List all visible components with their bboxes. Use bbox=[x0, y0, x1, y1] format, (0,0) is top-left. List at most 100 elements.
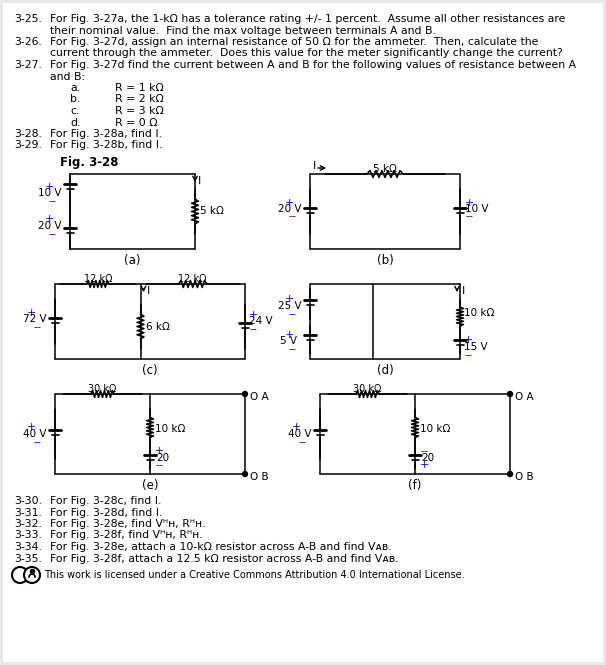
Text: +: + bbox=[27, 307, 36, 317]
Text: For Fig. 3-27d, assign an internal resistance of 50 Ω for the ammeter.  Then, ca: For Fig. 3-27d, assign an internal resis… bbox=[50, 37, 538, 47]
Text: 20: 20 bbox=[421, 453, 434, 463]
Text: --: -- bbox=[288, 344, 296, 354]
Text: 3-31.: 3-31. bbox=[14, 507, 42, 517]
Text: +: + bbox=[465, 198, 474, 207]
Circle shape bbox=[24, 567, 40, 583]
Text: (f): (f) bbox=[408, 479, 422, 492]
Text: 6 kΩ: 6 kΩ bbox=[145, 321, 169, 331]
Text: 12 kΩ: 12 kΩ bbox=[84, 274, 112, 284]
Text: --: -- bbox=[288, 309, 296, 319]
Text: O B: O B bbox=[515, 472, 534, 482]
Text: 30 kΩ: 30 kΩ bbox=[353, 384, 382, 394]
Text: --: -- bbox=[48, 196, 56, 206]
Text: +: + bbox=[285, 294, 295, 304]
Circle shape bbox=[507, 392, 513, 396]
Text: 3-25.: 3-25. bbox=[14, 14, 42, 24]
Text: R = 2 kΩ: R = 2 kΩ bbox=[115, 94, 164, 104]
Text: their nominal value.  Find the max voltage between terminals A and B.: their nominal value. Find the max voltag… bbox=[50, 25, 436, 35]
Text: Fig. 3-28: Fig. 3-28 bbox=[60, 156, 119, 169]
Text: 3-32.: 3-32. bbox=[14, 519, 42, 529]
Text: For Fig. 3-28c, find I.: For Fig. 3-28c, find I. bbox=[50, 496, 161, 506]
Text: O B: O B bbox=[250, 472, 268, 482]
Text: (e): (e) bbox=[142, 479, 158, 492]
Text: --: -- bbox=[465, 211, 473, 221]
Text: (b): (b) bbox=[376, 254, 393, 267]
Text: --: -- bbox=[48, 229, 56, 239]
Text: (d): (d) bbox=[376, 364, 393, 377]
Text: --: -- bbox=[464, 350, 472, 360]
Text: 12 kΩ: 12 kΩ bbox=[179, 274, 207, 284]
Text: +: + bbox=[45, 182, 55, 192]
Text: I: I bbox=[462, 286, 465, 296]
Text: 72 V: 72 V bbox=[23, 315, 47, 325]
Text: 10 kΩ: 10 kΩ bbox=[464, 309, 494, 319]
Text: cc: cc bbox=[15, 571, 25, 579]
Text: 10 kΩ: 10 kΩ bbox=[155, 424, 185, 434]
Text: and B:: and B: bbox=[50, 72, 85, 82]
Text: For Fig. 3-28d, find I.: For Fig. 3-28d, find I. bbox=[50, 507, 162, 517]
Text: For Fig. 3-28f, find Vᴴʜ, Rᴴʜ.: For Fig. 3-28f, find Vᴴʜ, Rᴴʜ. bbox=[50, 531, 202, 541]
Text: 24 V: 24 V bbox=[249, 317, 273, 327]
Text: +: + bbox=[292, 422, 301, 432]
Text: 3-34.: 3-34. bbox=[14, 542, 42, 552]
Text: R = 3 kΩ: R = 3 kΩ bbox=[115, 106, 164, 116]
Circle shape bbox=[507, 471, 513, 477]
Text: I: I bbox=[313, 161, 316, 171]
Text: R = 1 kΩ: R = 1 kΩ bbox=[115, 83, 164, 93]
Circle shape bbox=[12, 567, 28, 583]
Text: 20 V: 20 V bbox=[278, 203, 302, 213]
Text: +: + bbox=[45, 214, 55, 224]
Text: R = 0 Ω: R = 0 Ω bbox=[115, 118, 158, 128]
Text: This work is licensed under a Creative Commons Attribution 4.0 International Lic: This work is licensed under a Creative C… bbox=[44, 570, 465, 580]
Text: +: + bbox=[420, 460, 430, 470]
Text: +: + bbox=[285, 198, 295, 207]
Text: c.: c. bbox=[70, 106, 79, 116]
Text: For Fig. 3-28e, attach a 10-kΩ resistor across A-B and find Vᴀʙ.: For Fig. 3-28e, attach a 10-kΩ resistor … bbox=[50, 542, 391, 552]
Text: +: + bbox=[249, 309, 258, 319]
Text: 10 V: 10 V bbox=[465, 203, 488, 213]
Text: I: I bbox=[147, 286, 150, 296]
Text: a.: a. bbox=[70, 83, 80, 93]
Text: 25 V: 25 V bbox=[278, 301, 302, 311]
Circle shape bbox=[242, 392, 247, 396]
Text: --: -- bbox=[155, 460, 163, 470]
Text: O A: O A bbox=[250, 392, 268, 402]
Text: +: + bbox=[464, 335, 473, 345]
Text: 5 kΩ: 5 kΩ bbox=[373, 164, 397, 174]
Text: +: + bbox=[27, 422, 36, 432]
Text: 3-33.: 3-33. bbox=[14, 531, 42, 541]
Text: For Fig. 3-28b, find I.: For Fig. 3-28b, find I. bbox=[50, 140, 162, 150]
Text: d.: d. bbox=[70, 118, 81, 128]
Text: current through the ammeter.  Does this value for the meter significantly change: current through the ammeter. Does this v… bbox=[50, 49, 563, 59]
Text: +: + bbox=[285, 329, 295, 340]
Text: 5 V: 5 V bbox=[280, 336, 297, 346]
Text: 10 kΩ: 10 kΩ bbox=[420, 424, 450, 434]
Text: For Fig. 3-28e, find Vᴴʜ, Rᴴʜ.: For Fig. 3-28e, find Vᴴʜ, Rᴴʜ. bbox=[50, 519, 205, 529]
Text: --: -- bbox=[420, 446, 428, 456]
Text: 30 kΩ: 30 kΩ bbox=[88, 384, 117, 394]
Circle shape bbox=[242, 471, 247, 477]
Text: 3-26.: 3-26. bbox=[14, 37, 42, 47]
Text: O A: O A bbox=[515, 392, 534, 402]
Text: 3-35.: 3-35. bbox=[14, 553, 42, 563]
Text: (a): (a) bbox=[124, 254, 141, 267]
Text: 3-27.: 3-27. bbox=[14, 60, 42, 70]
Text: I: I bbox=[198, 176, 201, 186]
Text: 3-28.: 3-28. bbox=[14, 129, 42, 139]
Text: (c): (c) bbox=[142, 364, 158, 377]
Text: 15 V: 15 V bbox=[464, 342, 488, 352]
Text: 40 V: 40 V bbox=[23, 429, 47, 439]
Text: +: + bbox=[155, 446, 164, 456]
Text: For Fig. 3-28a, find I.: For Fig. 3-28a, find I. bbox=[50, 129, 162, 139]
Text: --: -- bbox=[298, 437, 306, 447]
Text: --: -- bbox=[249, 325, 257, 334]
Text: 10 V: 10 V bbox=[38, 188, 61, 198]
Text: 20 V: 20 V bbox=[38, 221, 61, 231]
Text: --: -- bbox=[33, 437, 41, 447]
Text: b.: b. bbox=[70, 94, 81, 104]
Text: For Fig. 3-28f, attach a 12.5 kΩ resistor across A-B and find Vᴀʙ.: For Fig. 3-28f, attach a 12.5 kΩ resisto… bbox=[50, 553, 399, 563]
Text: --: -- bbox=[288, 211, 296, 221]
Text: 3-29.: 3-29. bbox=[14, 140, 42, 150]
Text: For Fig. 3-27d find the current between A and B for the following values of resi: For Fig. 3-27d find the current between … bbox=[50, 60, 576, 70]
Text: 20: 20 bbox=[156, 453, 169, 463]
